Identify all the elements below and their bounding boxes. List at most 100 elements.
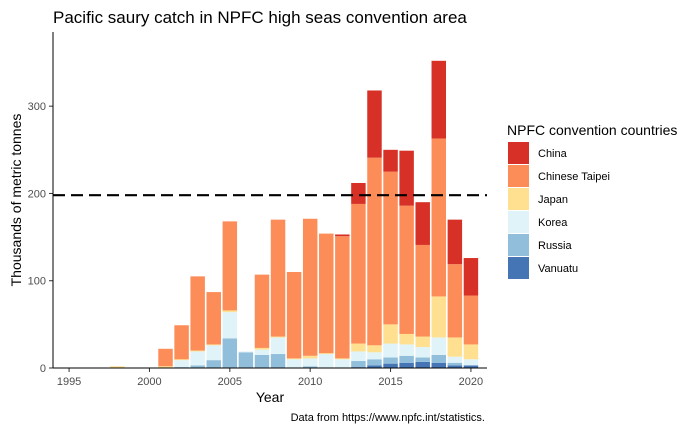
y-axis: 0 100 200 300 <box>28 101 53 375</box>
legend-swatch-russia <box>508 234 529 256</box>
bar-japan-2009 <box>286 358 302 360</box>
chart-title: Pacific saury catch in NPFC high seas co… <box>53 8 467 27</box>
bar-china-2019 <box>447 219 463 265</box>
legend-swatch-korea <box>508 211 529 233</box>
bar-russia-2008 <box>270 354 286 368</box>
bar-korea-2004 <box>206 345 221 361</box>
bar-japan-2002 <box>174 359 189 361</box>
bar-japan-2008 <box>270 336 286 338</box>
bar-china-2014 <box>367 90 382 158</box>
legend-swatch-chinese-taipei <box>508 165 529 187</box>
bar-japan-2018 <box>431 296 447 338</box>
legend-label: Vanuatu <box>538 263 578 275</box>
bar-chinese-taipei-2009 <box>286 272 302 359</box>
bar-china-2018 <box>431 60 447 139</box>
bar-korea-2020 <box>463 359 479 366</box>
bar-chinese-taipei-2004 <box>206 292 221 345</box>
bar-korea-2007 <box>254 349 270 355</box>
bar-russia-2013 <box>351 361 366 368</box>
bar-japan-2011 <box>319 353 334 355</box>
x-axis: 1995 2000 2005 2010 2015 2020 <box>57 368 483 388</box>
bar-korea-2012 <box>335 359 350 368</box>
bar-japan-2013 <box>351 343 366 352</box>
bar-russia-2018 <box>431 354 447 363</box>
bar-russia-2015 <box>383 357 398 364</box>
bar-japan-2014 <box>367 345 382 353</box>
bar-chinese-taipei-2015 <box>383 171 398 325</box>
bar-korea-2016 <box>399 344 414 356</box>
legend-label: Russia <box>538 240 573 252</box>
x-tick-label: 2010 <box>298 376 322 388</box>
bar-vanuatu-2018 <box>431 362 447 368</box>
legend-label: Chinese Taipei <box>538 171 610 183</box>
bar-chinese-taipei-2007 <box>254 274 270 348</box>
bar-china-2012 <box>335 234 350 237</box>
bar-japan-2007 <box>254 347 270 350</box>
bar-korea-2008 <box>270 337 286 355</box>
bar-japan-2005 <box>222 310 238 313</box>
bar-japan-2017 <box>415 336 430 348</box>
bar-korea-2003 <box>190 351 205 366</box>
bar-russia-2006 <box>238 352 254 368</box>
bar-chinese-taipei-2016 <box>399 205 414 334</box>
bar-japan-2019 <box>447 337 463 357</box>
bar-russia-2007 <box>254 354 270 368</box>
x-axis-title: Year <box>256 389 285 405</box>
bar-china-2015 <box>383 149 398 172</box>
bar-korea-2010 <box>302 358 318 367</box>
bar-japan-2020 <box>463 344 479 360</box>
y-tick-label: 0 <box>40 363 46 375</box>
caption: Data from https://www.npfc.int/statistic… <box>291 412 485 424</box>
bar-russia-2010 <box>302 366 318 368</box>
y-tick-label: 200 <box>28 188 46 200</box>
bar-japan-2001 <box>158 366 173 368</box>
bar-russia-2004 <box>206 360 221 368</box>
bar-russia-2003 <box>190 365 205 368</box>
bars <box>110 60 479 368</box>
x-tick-label: 2020 <box>459 376 483 388</box>
x-tick-label: 2000 <box>137 376 161 388</box>
bar-chinese-taipei-2014 <box>367 157 382 346</box>
bar-japan-2010 <box>302 355 318 359</box>
bar-vanuatu-2017 <box>415 361 430 368</box>
legend-label: Korea <box>538 217 568 229</box>
bar-korea-2013 <box>351 351 366 362</box>
bar-vanuatu-2020 <box>463 365 479 368</box>
x-tick-label: 2005 <box>218 376 242 388</box>
bar-vanuatu-2019 <box>447 365 463 368</box>
bar-china-2017 <box>415 202 430 245</box>
legend: China Chinese Taipei Japan Korea Russia Vanua… <box>508 142 610 279</box>
bar-japan-2012 <box>335 358 350 360</box>
bar-korea-2017 <box>415 347 430 358</box>
bar-russia-2016 <box>399 355 414 363</box>
bar-vanuatu-2014 <box>367 365 382 368</box>
bar-korea-2011 <box>319 354 334 368</box>
bar-china-2016 <box>399 150 414 206</box>
x-tick-label: 2015 <box>378 376 402 388</box>
bar-chinese-taipei-2010 <box>302 218 318 356</box>
legend-label: Japan <box>538 194 568 206</box>
bar-korea-2009 <box>286 359 302 368</box>
bar-korea-2015 <box>383 343 398 358</box>
y-tick-label: 100 <box>28 276 46 288</box>
bar-china-2013 <box>351 182 366 204</box>
bar-russia-2017 <box>415 357 430 362</box>
bar-chinese-taipei-2008 <box>270 219 286 337</box>
bar-korea-2002 <box>174 360 189 368</box>
bar-russia-2019 <box>447 362 463 366</box>
bar-korea-2005 <box>222 312 238 339</box>
bar-chinese-taipei-2018 <box>431 138 447 297</box>
bar-chinese-taipei-2003 <box>190 276 205 351</box>
y-axis-title: Thousands of metric tonnes <box>8 114 24 287</box>
bar-japan-2015 <box>383 324 398 344</box>
bar-vanuatu-2016 <box>399 362 414 368</box>
bar-korea-2014 <box>367 352 382 360</box>
x-tick-label: 1995 <box>57 376 81 388</box>
bar-chinese-taipei-2001 <box>158 348 173 367</box>
legend-swatch-vanuatu <box>508 257 529 279</box>
bar-korea-2006 <box>238 351 254 353</box>
legend-label: China <box>538 148 568 160</box>
bar-chinese-taipei-2013 <box>351 203 366 344</box>
bar-chinese-taipei-2017 <box>415 244 430 337</box>
y-tick-label: 300 <box>28 101 46 113</box>
